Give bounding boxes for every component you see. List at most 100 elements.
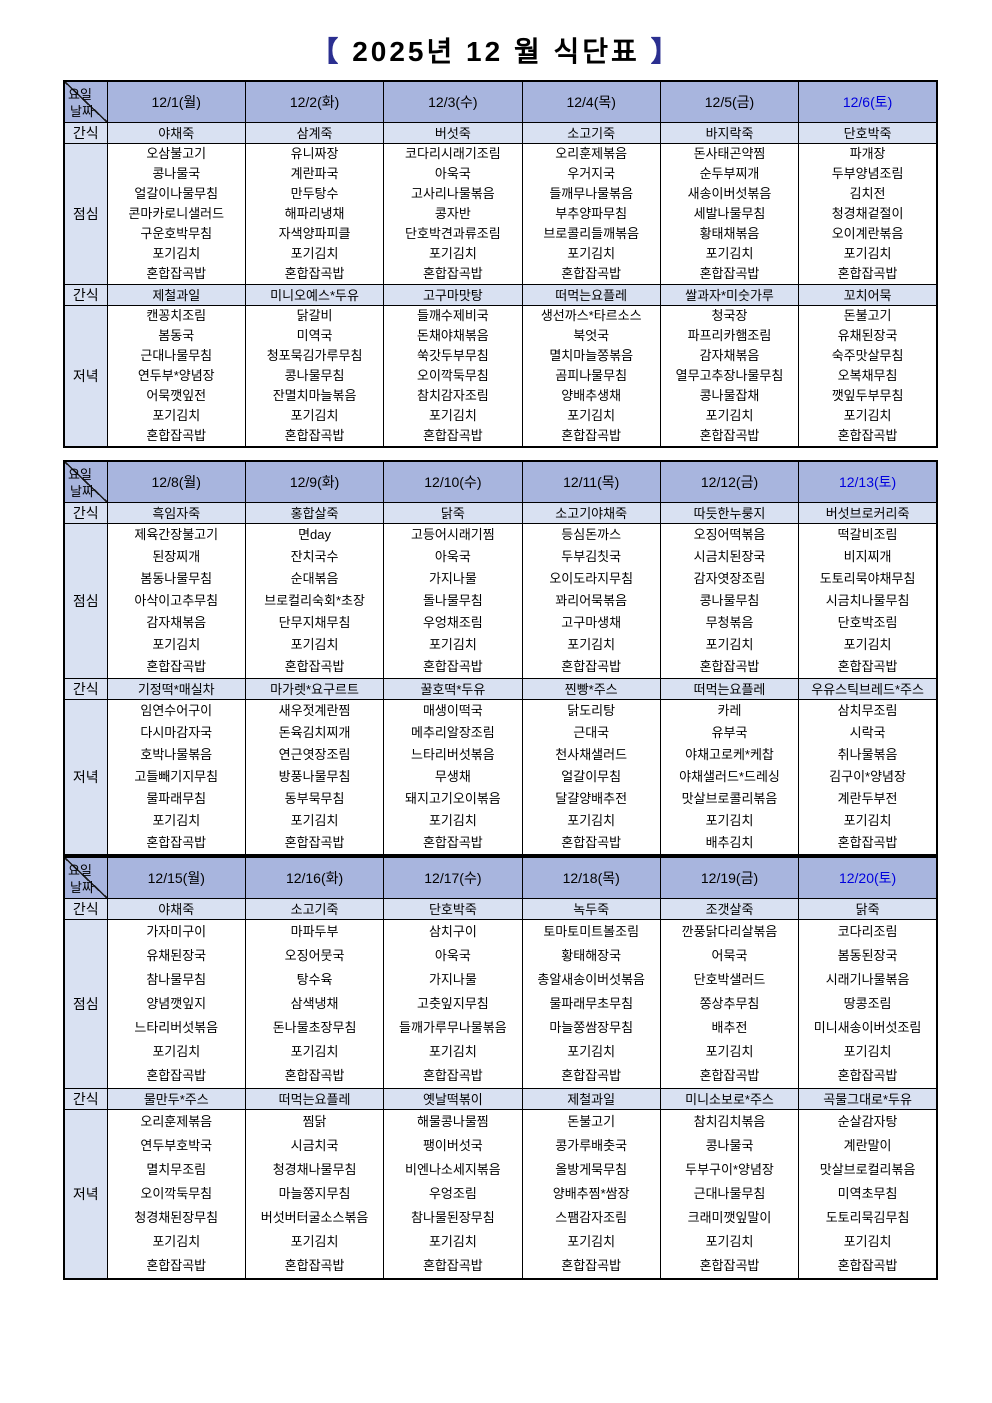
row-label-dinner: 저녁: [63, 699, 108, 856]
menu-item: 연두부호박국: [140, 1138, 213, 1153]
menu-item: 시금치나물무침: [825, 593, 910, 608]
menu-item: 혼합잡곡밥: [146, 1258, 207, 1273]
week-header-row: 요일 날짜 12/15(월) 12/16(화) 12/17(수) 12/18(목) 12/1…: [63, 856, 938, 899]
corner-date-label: 날짜: [70, 104, 94, 119]
menu-item: 포기김치: [290, 408, 339, 423]
menu-item: 포기김치: [843, 246, 892, 261]
menu-item: 올방게묵무침: [555, 1162, 628, 1177]
menu-item: 김구이*양념장: [829, 769, 906, 784]
menu-item: 물파래무침: [146, 791, 207, 806]
menu-item: 닭갈비: [296, 308, 333, 323]
row-label-lunch: 점심: [63, 523, 108, 679]
menu-item: 오징어떡볶음: [693, 527, 766, 542]
menu-item: 포기김치: [290, 246, 339, 261]
menu-item: 아욱국: [434, 166, 471, 181]
menu-item: 시금치국: [290, 1138, 339, 1153]
snack-cell: 소고기야채죽: [521, 502, 661, 524]
lunch-menu-cell: 코다리시래기조림 아욱국 고사리나물볶음 콩자반 단호박견과류조림 포기김치 혼합잡곡밥: [383, 143, 523, 285]
dinner-menu-cell: 카레 유부국 야채고로케*케찹 야채샐러드*드레싱 맛살브로콜리볶음 포기김치 배추김치: [659, 699, 800, 856]
date-cell: 12/13(토): [798, 460, 938, 503]
snack-cell: 고구마맛탕: [383, 284, 523, 306]
dinner-menu-cell: 순살감자탕 계란말이 맛살브로컬리볶음 미역초무침 도토리묵김무침 포기김치 혼합잡곡밥: [798, 1109, 938, 1280]
week-header-row: 요일 날짜 12/8(월) 12/9(화) 12/10(수) 12/11(목) 12/12(…: [63, 460, 938, 503]
menu-item: 고사리나물볶음: [411, 186, 495, 201]
date-cell: 12/5(금): [659, 80, 800, 123]
snack-cell: 조갯살죽: [659, 898, 800, 920]
menu-item: 혼합잡곡밥: [837, 428, 898, 443]
menu-item: 삼치무조림: [837, 703, 898, 718]
menu-table-week-1: 요일 날짜 12/1(월) 12/2(화) 12/3(수) 12/4(목) 12/5(금) 1…: [63, 80, 938, 448]
menu-item: 코다리시래기조림: [405, 146, 501, 161]
menu-item: 팽이버섯국: [422, 1138, 483, 1153]
snack-row: 간식 야채죽 삼계죽 버섯죽 소고기죽 바지락죽 단호박죽: [63, 122, 938, 144]
snack-cell: 홍합살죽: [244, 502, 385, 524]
menu-item: 등심돈까스: [561, 527, 622, 542]
menu-item: 마파두부: [290, 924, 339, 939]
menu-item: 찜닭: [302, 1114, 327, 1129]
menu-item: 떡갈비조림: [837, 527, 898, 542]
menu-item: 스팸감자조림: [555, 1210, 628, 1225]
snack-row: 간식 흑임자죽 홍합살죽 닭죽 소고기야채죽 따듯한누룽지 버섯브로커리죽: [63, 502, 938, 524]
menu-item: 포기김치: [567, 408, 616, 423]
menu-item: 숙주맛살무침: [831, 348, 904, 363]
menu-item: 혼합잡곡밥: [837, 266, 898, 281]
menu-item: 고들빼기지무침: [134, 769, 219, 784]
menu-item: 오이계란볶음: [831, 226, 904, 241]
menu-item: 오리훈제볶음: [555, 146, 628, 161]
menu-item: 방풍나물무침: [278, 769, 351, 784]
menu-item: 새우젓계란찜: [278, 703, 351, 718]
corner-date-label: 날짜: [70, 880, 94, 895]
menu-item: 느타리버섯볶음: [134, 1020, 219, 1035]
snack-cell: 떠먹는요플레: [659, 678, 800, 700]
menu-item: 포기김치: [843, 408, 892, 423]
menu-item: 봄동나물무침: [140, 571, 213, 586]
snack-cell: 꼬치어묵: [798, 284, 938, 306]
menu-item: 미역초무침: [837, 1186, 898, 1201]
lunch-menu-cell: 오리훈제볶음 우거지국 들깨무나물볶음 부추양파무침 브로콜리들깨볶음 포기김치 혼합잡곡밥: [521, 143, 661, 285]
menu-item: 브로컬리숙회*초장: [264, 593, 365, 608]
title-close-bracket: 】: [650, 36, 682, 67]
menu-item: 봄동된장국: [837, 948, 898, 963]
week-header-row: 요일 날짜 12/1(월) 12/2(화) 12/3(수) 12/4(목) 12/5(금) 1…: [63, 80, 938, 123]
date-cell: 12/16(화): [244, 856, 385, 899]
dinner-menu-cell: 청국장 파프리카햄조림 감자채볶음 열무고추장나물무침 콩나물잡채 포기김치 혼합잡곡밥: [659, 305, 800, 448]
menu-item: 계란두부전: [837, 791, 898, 806]
snack-cell: 따듯한누룽지: [659, 502, 800, 524]
snack-row: 간식 야채죽 소고기죽 단호박죽 녹두죽 조갯살죽 닭죽: [63, 898, 938, 920]
menu-item: 청경채된장무침: [134, 1210, 219, 1225]
menu-item: 생선까스*타르소스: [540, 308, 642, 323]
menu-item: 물파래무초무침: [549, 996, 634, 1011]
lunch-menu-cell: 면day 잔치국수 순대볶음 브로컬리숙회*초장 단무지채무침 포기김치 혼합잡곡밥: [244, 523, 385, 679]
menu-item: 혼합잡곡밥: [284, 266, 345, 281]
menu-item: 마늘쫑지무침: [278, 1186, 351, 1201]
menu-item: 자색양파피클: [278, 226, 351, 241]
menu-item: 혼합잡곡밥: [561, 266, 622, 281]
snack-cell: 닭죽: [798, 898, 938, 920]
lunch-row: 점심 오삼불고기 콩나물국 얼갈이나물무침 콘마카로니샐러드 구운호박무침 포기김치 혼합잡곡…: [63, 143, 938, 285]
menu-item: 두부양념조림: [831, 166, 904, 181]
menu-item: 미니새송이버섯조림: [813, 1020, 922, 1035]
menu-item: 세발나물무침: [693, 206, 766, 221]
menu-item: 참치감자조림: [416, 388, 489, 403]
menu-item: 아삭이고추무침: [134, 593, 219, 608]
menu-item: 크래미깻잎말이: [687, 1210, 772, 1225]
menu-item: 임연수어구이: [140, 703, 213, 718]
lunch-row: 점심 제육간장불고기 된장찌개 봄동나물무침 아삭이고추무침 감자채볶음 포기김치 혼합잡곡밥…: [63, 523, 938, 679]
menu-item: 양배추찜*쌈장: [552, 1186, 630, 1201]
date-cell: 12/15(월): [106, 856, 246, 899]
date-cell: 12/17(수): [383, 856, 523, 899]
menu-item: 단호박샐러드: [693, 972, 766, 987]
menu-item: 참나물된장무침: [411, 1210, 495, 1225]
lunch-menu-cell: 가자미구이 유채된장국 참나물무침 양념깻잎지 느타리버섯볶음 포기김치 혼합잡곡밥: [106, 919, 246, 1089]
menu-item: 꽈리어묵볶음: [555, 593, 628, 608]
menu-item: 얼갈이무침: [561, 769, 622, 784]
menu-item: 청경채겉절이: [831, 206, 904, 221]
menu-item: 다시마감자국: [140, 725, 213, 740]
menu-item: 혼합잡곡밥: [422, 1258, 483, 1273]
menu-item: 포기김치: [152, 246, 201, 261]
menu-item: 포기김치: [152, 408, 201, 423]
day-date-corner-cell: 요일 날짜: [63, 80, 108, 123]
row-label-snack: 간식: [63, 284, 108, 306]
menu-item: 동부묵무침: [284, 791, 345, 806]
dinner-menu-cell: 해물콩나물찜 팽이버섯국 비엔나소세지볶음 우엉조림 참나물된장무침 포기김치 혼합잡곡밥: [383, 1109, 523, 1280]
